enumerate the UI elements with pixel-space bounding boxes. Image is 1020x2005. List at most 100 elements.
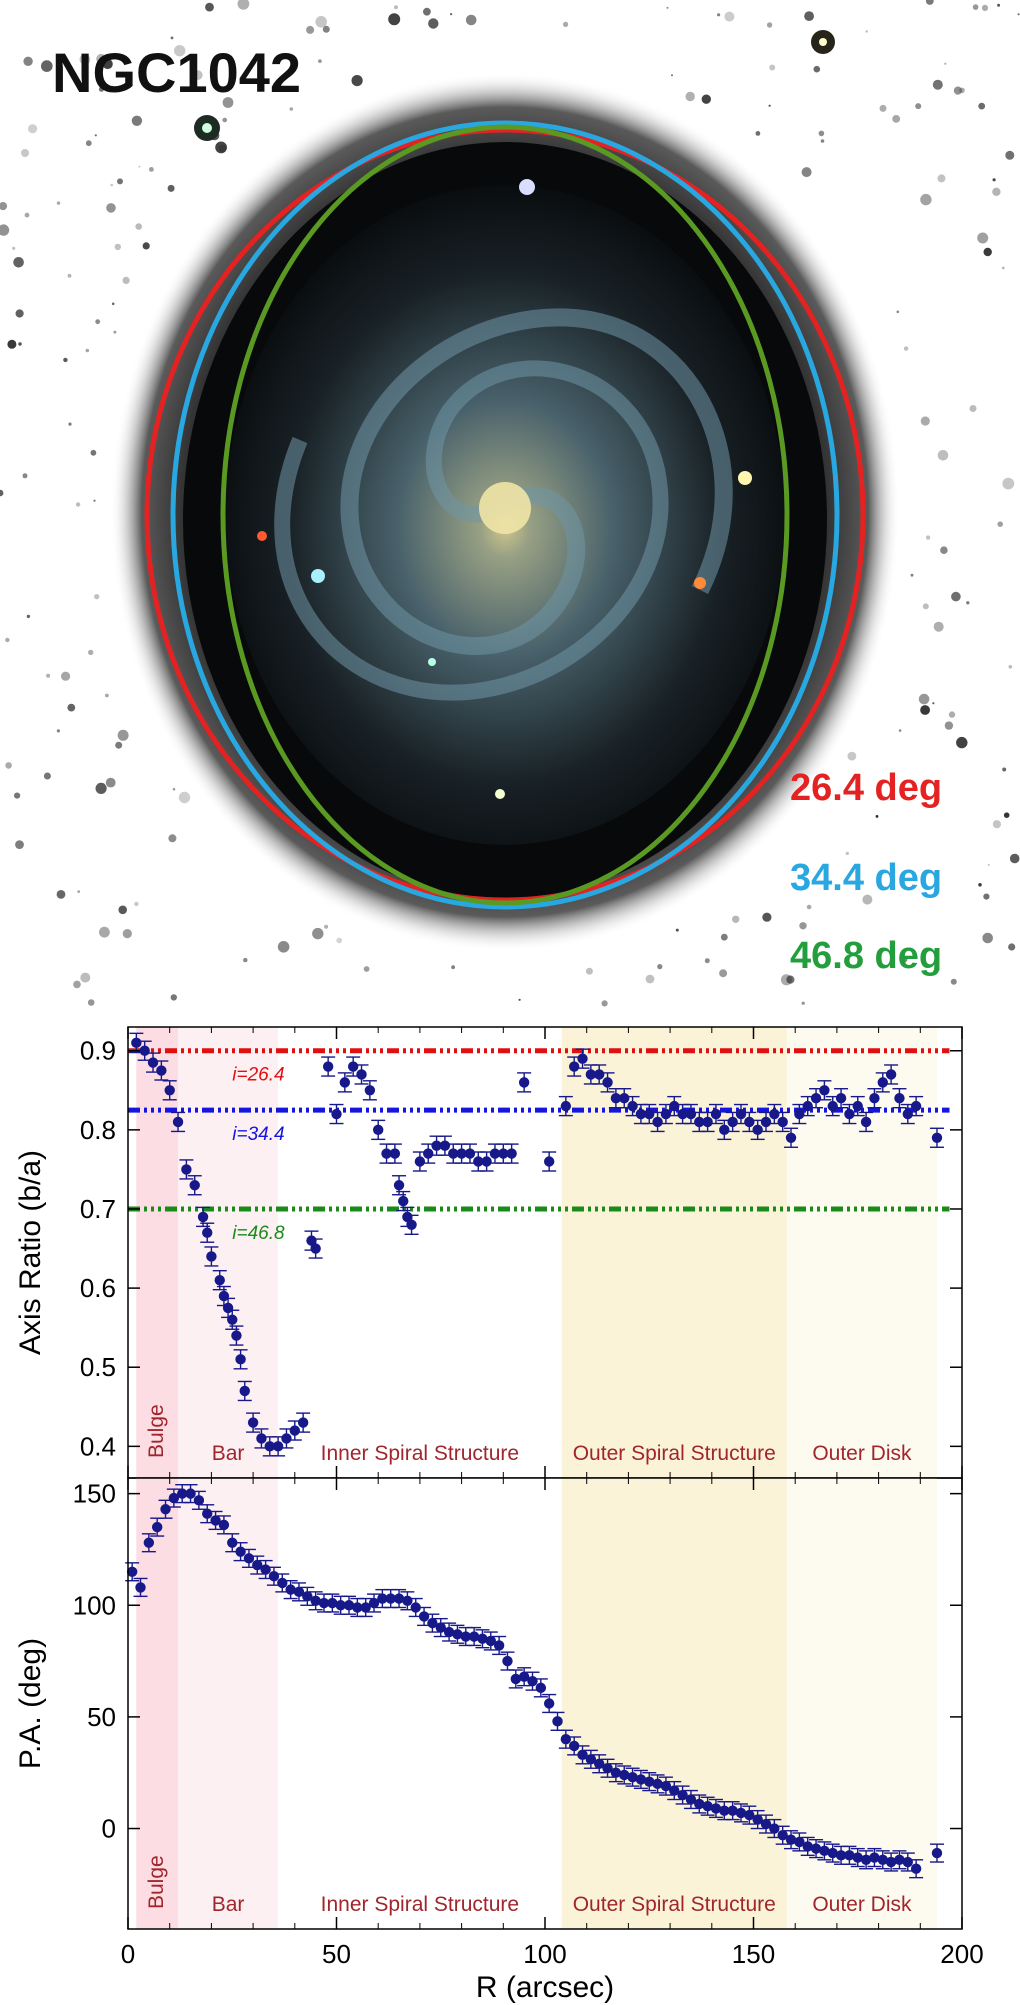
noise-speck bbox=[218, 144, 227, 153]
noise-speck bbox=[892, 115, 901, 123]
noise-speck bbox=[948, 711, 956, 718]
data-point bbox=[168, 1492, 180, 1504]
noise-speck bbox=[222, 117, 227, 123]
data-point bbox=[894, 1093, 905, 1104]
data-point bbox=[644, 1776, 655, 1787]
noise-speck bbox=[61, 671, 71, 681]
data-point bbox=[285, 1584, 296, 1595]
data-point bbox=[435, 1622, 446, 1633]
noise-speck bbox=[68, 422, 72, 426]
region-label-outer-spiral-structure: Outer Spiral Structure bbox=[573, 1442, 776, 1465]
noise-speck bbox=[932, 702, 935, 705]
noise-speck bbox=[932, 79, 943, 90]
noise-speck bbox=[149, 167, 154, 172]
data-point bbox=[527, 1675, 538, 1687]
noise-speck bbox=[966, 601, 970, 605]
data-point bbox=[289, 1425, 300, 1436]
noise-speck bbox=[992, 178, 996, 182]
noise-speck bbox=[67, 703, 76, 712]
data-point bbox=[448, 1148, 459, 1159]
noise-speck bbox=[806, 904, 812, 910]
noise-speck bbox=[85, 140, 92, 147]
data-point bbox=[785, 1132, 797, 1143]
reference-line-label: i=46.8 bbox=[232, 1223, 285, 1244]
region-label-bulge: Bulge bbox=[145, 1855, 168, 1909]
data-point bbox=[381, 1148, 392, 1159]
x-tick-label: 100 bbox=[523, 1939, 566, 1969]
foreground-stars bbox=[194, 30, 835, 799]
data-point bbox=[852, 1100, 863, 1112]
noise-speck bbox=[110, 183, 113, 187]
data-point bbox=[568, 1061, 580, 1072]
data-point bbox=[727, 1116, 738, 1128]
noise-speck bbox=[799, 922, 807, 930]
data-point bbox=[260, 1564, 271, 1575]
noise-speck bbox=[937, 174, 946, 183]
noise-speck bbox=[67, 273, 72, 278]
data-point bbox=[585, 1754, 597, 1765]
data-point bbox=[518, 1077, 530, 1088]
data-point bbox=[610, 1767, 622, 1778]
data-point bbox=[139, 1045, 150, 1056]
data-point bbox=[602, 1077, 613, 1088]
data-point bbox=[256, 1433, 267, 1444]
data-point bbox=[210, 1515, 221, 1526]
region-outer-spiral-structure bbox=[561, 1478, 787, 1929]
y-tick-label: 100 bbox=[73, 1590, 116, 1620]
data-point bbox=[860, 1854, 872, 1865]
noise-speck bbox=[701, 94, 711, 104]
noise-speck bbox=[762, 912, 772, 922]
noise-speck bbox=[766, 22, 773, 28]
data-point bbox=[218, 1519, 230, 1531]
noise-speck bbox=[865, 30, 868, 33]
data-point bbox=[710, 1803, 722, 1814]
noise-speck bbox=[685, 91, 695, 102]
data-point bbox=[902, 1856, 913, 1868]
noise-speck bbox=[585, 967, 593, 975]
data-point bbox=[439, 1140, 451, 1151]
noise-speck bbox=[879, 104, 887, 112]
data-point bbox=[931, 1847, 943, 1859]
noise-speck bbox=[56, 201, 61, 205]
noise-speck bbox=[801, 167, 812, 178]
noise-speck bbox=[79, 54, 91, 65]
data-point bbox=[393, 1180, 405, 1191]
data-point bbox=[481, 1156, 492, 1167]
noise-speck bbox=[394, 5, 398, 10]
noise-speck bbox=[80, 972, 91, 983]
noise-speck bbox=[46, 673, 51, 678]
x-tick-label: 0 bbox=[121, 1939, 135, 1969]
data-point bbox=[835, 1093, 847, 1104]
data-point bbox=[322, 1061, 334, 1072]
data-point bbox=[360, 1602, 371, 1613]
data-point bbox=[151, 1521, 163, 1533]
data-point bbox=[869, 1852, 880, 1863]
noise-speck bbox=[978, 883, 982, 887]
data-point bbox=[760, 1818, 772, 1830]
ellipse-34-4-deg bbox=[170, 120, 840, 910]
data-point bbox=[652, 1116, 663, 1128]
y-tick-label: 0.6 bbox=[80, 1273, 116, 1303]
data-point bbox=[485, 1635, 496, 1647]
noise-speck bbox=[324, 924, 329, 929]
data-point bbox=[819, 1845, 830, 1857]
data-point bbox=[535, 1682, 547, 1694]
data-point bbox=[931, 1132, 943, 1143]
noise-speck bbox=[720, 933, 728, 941]
noise-speck bbox=[138, 165, 141, 168]
data-point bbox=[193, 1495, 205, 1506]
data-point bbox=[281, 1433, 292, 1444]
noise-speck bbox=[950, 978, 957, 985]
data-point bbox=[297, 1417, 309, 1428]
region-inner-spiral-structure bbox=[278, 1478, 562, 1929]
noise-speck bbox=[117, 178, 123, 185]
data-point bbox=[902, 1108, 913, 1120]
data-point bbox=[810, 1843, 822, 1854]
data-point bbox=[702, 1116, 713, 1128]
noise-speck bbox=[601, 1000, 608, 1007]
noise-speck bbox=[134, 901, 139, 907]
noise-speck bbox=[174, 45, 186, 57]
data-point bbox=[885, 1856, 897, 1868]
noise-speck bbox=[289, 107, 294, 111]
data-point bbox=[844, 1850, 855, 1861]
